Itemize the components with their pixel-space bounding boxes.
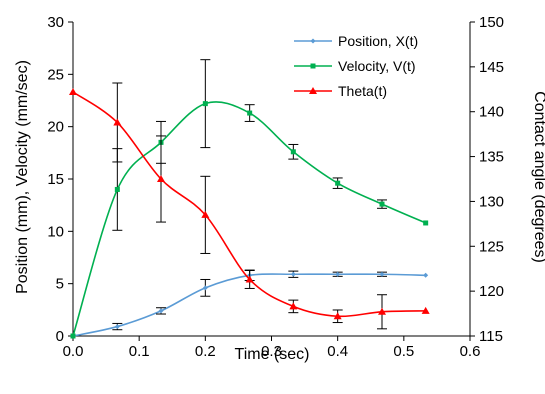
- data-point: [423, 220, 429, 226]
- y-right-axis-title: Contact angle (degrees): [531, 91, 545, 263]
- y-left-axis-title: Position (mm), Velocity (mm/sec): [14, 60, 31, 294]
- legend-label: Position, X(t): [338, 33, 418, 49]
- y-left-tick-label: 30: [47, 14, 64, 31]
- y-right-tick-label: 145: [479, 59, 504, 76]
- y-right-tick-label: 150: [479, 14, 504, 31]
- legend-marker: [310, 38, 316, 44]
- series-1: [70, 59, 429, 339]
- legend-item: Theta(t): [294, 83, 387, 99]
- x-axis-title: Time (sec): [235, 346, 310, 363]
- x-tick-label: 0.0: [63, 343, 84, 360]
- y-right-tick-label: 115: [479, 328, 503, 345]
- series-layer: [69, 59, 430, 339]
- x-tick-label: 0.2: [195, 343, 216, 360]
- data-point: [333, 312, 342, 320]
- data-point: [201, 210, 210, 218]
- y-right-tick-label: 125: [479, 238, 504, 255]
- data-point: [158, 308, 164, 314]
- data-point: [114, 186, 120, 192]
- y-left-tick-label: 15: [47, 171, 64, 188]
- legend-item: Position, X(t): [294, 33, 418, 49]
- legend-marker: [310, 63, 316, 69]
- x-tick-label: 0.5: [393, 343, 414, 360]
- data-point: [335, 180, 341, 186]
- data-point: [335, 271, 341, 277]
- data-point: [247, 110, 253, 116]
- data-point: [113, 118, 122, 126]
- x-tick-label: 0.6: [460, 343, 481, 360]
- legend-label: Theta(t): [338, 83, 387, 99]
- data-point: [245, 275, 254, 283]
- data-point: [202, 101, 208, 107]
- data-point: [202, 285, 208, 291]
- data-point: [290, 149, 296, 155]
- data-point: [379, 201, 385, 207]
- y-right-tick-label: 135: [479, 149, 504, 166]
- x-tick-label: 0.1: [129, 343, 150, 360]
- x-tick-label: 0.3: [261, 343, 282, 360]
- y-right-tick-label: 140: [479, 104, 504, 121]
- data-point: [157, 175, 166, 182]
- y-left-tick-label: 5: [56, 276, 64, 293]
- data-point: [289, 302, 298, 310]
- data-point: [114, 324, 120, 330]
- y-left-tick-label: 25: [47, 66, 64, 83]
- data-point: [423, 272, 429, 278]
- data-point: [379, 271, 385, 277]
- legend: Position, X(t) Velocity, V(t) Theta(t): [294, 33, 418, 99]
- x-tick-label: 0.4: [327, 343, 348, 360]
- y-right-axis-ticks: 115 120 125 130 135 140 145 150: [470, 14, 504, 345]
- legend-item: Velocity, V(t): [294, 58, 416, 74]
- data-point: [421, 306, 430, 314]
- x-axis-ticks: 0.0 0.1 0.2 0.3 0.4 0.5 0.6: [63, 336, 481, 360]
- y-left-tick-label: 20: [47, 119, 64, 136]
- data-point: [290, 271, 296, 277]
- data-point: [377, 307, 386, 315]
- series-2: [69, 82, 430, 330]
- legend-marker: [309, 87, 317, 94]
- y-left-tick-label: 0: [56, 328, 64, 345]
- legend-label: Velocity, V(t): [338, 58, 416, 74]
- data-point: [69, 87, 77, 95]
- y-left-axis-ticks: 0 5 10 15 20 25 30: [47, 14, 73, 345]
- y-right-tick-label: 130: [479, 193, 504, 210]
- data-point: [70, 333, 76, 339]
- y-right-tick-label: 120: [479, 283, 504, 300]
- y-left-tick-label: 10: [47, 223, 64, 240]
